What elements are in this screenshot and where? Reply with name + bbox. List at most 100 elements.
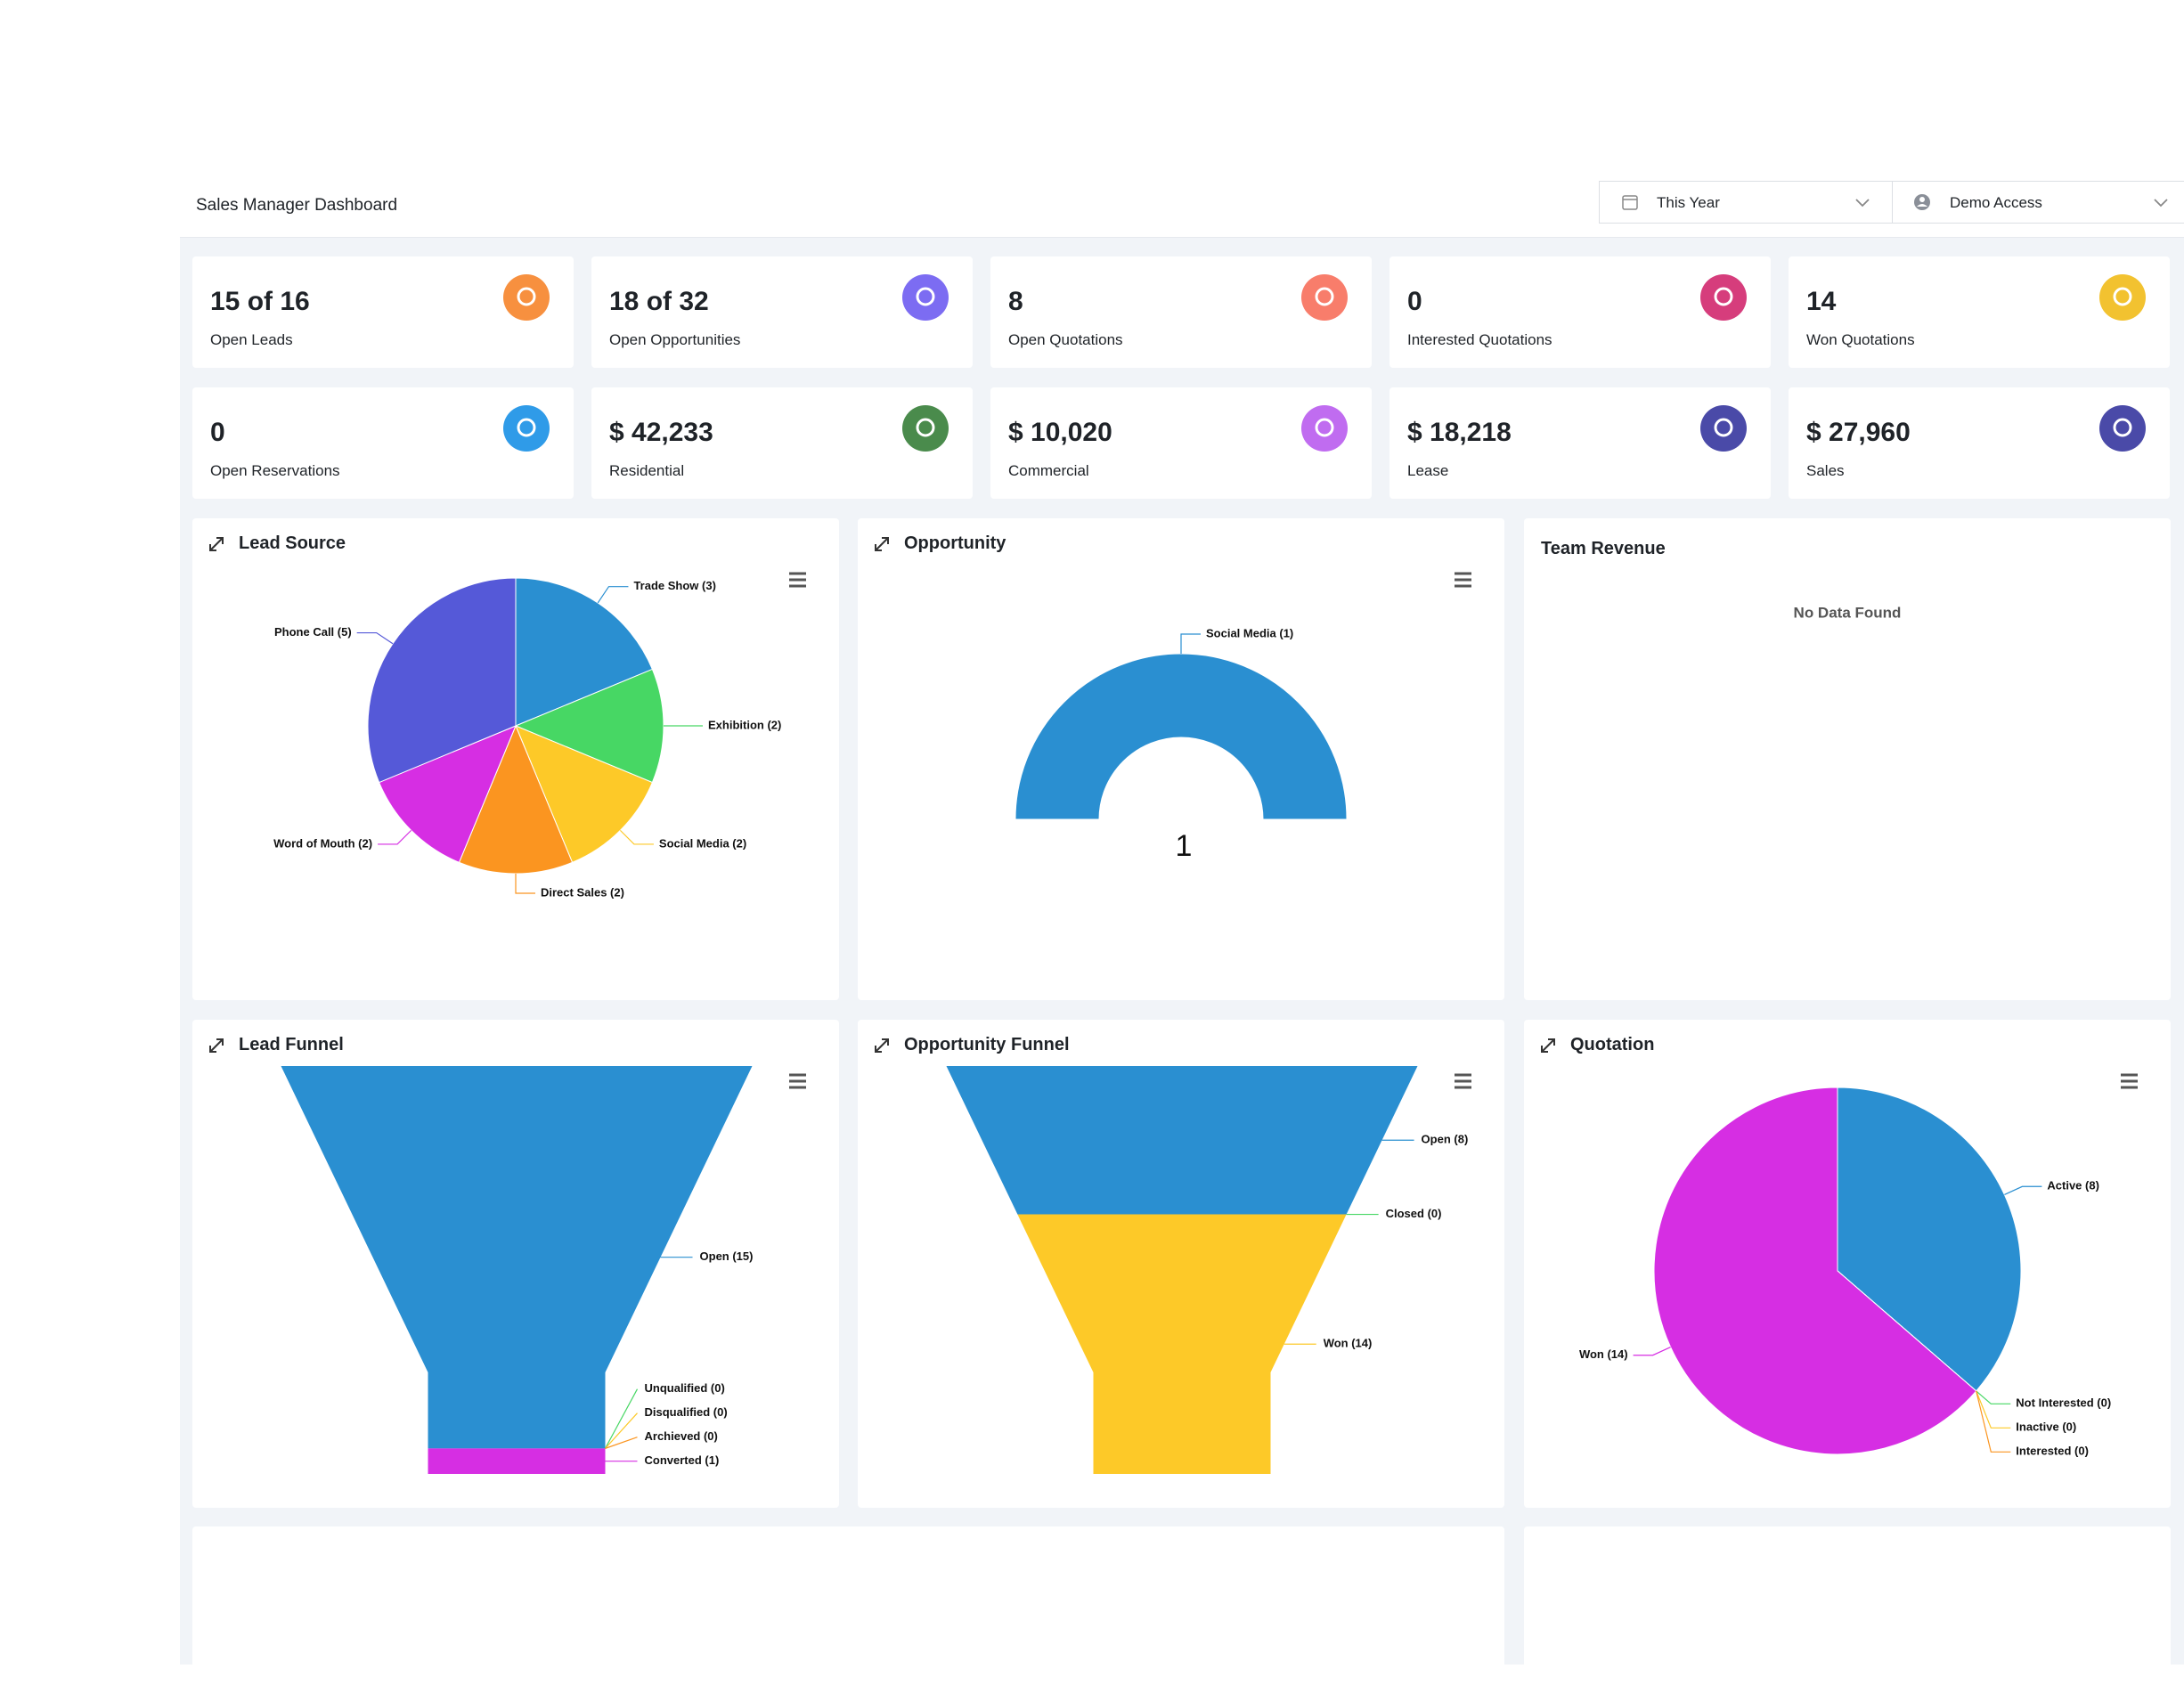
icon-stroke: [882, 537, 889, 544]
page-title: Sales Manager Dashboard: [196, 196, 398, 215]
kpi-label: Residential: [609, 462, 685, 479]
kpi-label: Open Reservations: [210, 462, 340, 479]
user-icon: [1914, 194, 1930, 210]
menu-bar: [789, 578, 806, 582]
menu-button[interactable]: [2121, 1073, 2138, 1089]
icon-stroke: [1548, 1038, 1555, 1046]
kpi-value: 8: [1008, 287, 1023, 316]
icon-glyph: [517, 287, 536, 306]
icon-glyph: [2113, 418, 2132, 437]
icon-circle: [902, 405, 949, 452]
panel-title: Team Revenue: [1541, 539, 1666, 558]
kpi-label: Sales: [1806, 462, 1845, 479]
kpi-icon: [1301, 274, 1348, 321]
leader-line: [1976, 1390, 2011, 1453]
chevron: [2154, 199, 2168, 208]
slice: [458, 724, 574, 875]
chart-panel: Team Revenue No Data Found: [1524, 518, 2171, 1000]
chevron: [1855, 199, 1870, 208]
kpi-value: $ 42,233: [609, 418, 713, 447]
kpi-value: $ 10,020: [1008, 418, 1112, 447]
menu-bar: [789, 584, 806, 588]
kpi-card: 8 Open Quotations: [990, 256, 1372, 368]
menu-bar: [1455, 578, 1471, 582]
icon-glyph: [1714, 287, 1733, 306]
icon-circle: [503, 405, 550, 452]
data-label: Won (14): [1579, 1347, 1628, 1361]
data-label: Trade Show (3): [633, 579, 715, 592]
data-label: Interested (0): [2016, 1445, 2089, 1458]
slice: [1653, 1087, 1977, 1455]
menu-bar: [789, 572, 806, 575]
icon-circle: [1700, 405, 1747, 452]
data-label: Open (15): [700, 1250, 754, 1263]
leader-line: [619, 829, 654, 845]
menu-button[interactable]: [789, 1073, 806, 1089]
kpi-icon: [1301, 405, 1348, 452]
expand-icon[interactable]: [1541, 1038, 1555, 1053]
chart-panel: Opportunity Funnel Open (8) Closed (0) Won …: [858, 1020, 1504, 1508]
expand-icon[interactable]: [875, 1038, 889, 1053]
kpi-icon: [503, 405, 550, 452]
icon-stroke: [209, 544, 216, 551]
icon-glyph: [1315, 287, 1334, 306]
menu-bar: [789, 1073, 806, 1077]
kpi-value: 0: [1407, 287, 1422, 316]
chart-panel: Quotation Active (8) Not Interested (0) Ina…: [1524, 1020, 2171, 1508]
data-label: Word of Mouth (2): [273, 836, 372, 850]
chart-panel: Opportunity Social Media (1) 1: [858, 518, 1504, 1000]
funnel-segment: [1017, 1214, 1347, 1474]
data-label: Converted (1): [645, 1453, 720, 1467]
icon-circle: [2099, 274, 2146, 321]
chart: Team Revenue No Data Found: [1541, 539, 1901, 621]
menu-button[interactable]: [1455, 572, 1471, 588]
kpi-value: 15 of 16: [210, 287, 310, 316]
period-filter[interactable]: This Year: [1599, 181, 1893, 224]
menu-bar: [1455, 1079, 1471, 1083]
icon-circle: [2099, 405, 2146, 452]
icon-stroke: [882, 1038, 889, 1046]
icon-stroke: [875, 544, 882, 551]
kpi-card: 18 of 32 Open Opportunities: [591, 256, 973, 368]
kpi-icon: [2099, 274, 2146, 321]
icon-stroke: [875, 537, 889, 551]
kpi-label: Won Quotations: [1806, 331, 1915, 348]
data-label: Inactive (0): [2016, 1420, 2076, 1434]
icon-stroke: [209, 1038, 224, 1053]
icon-circle: [1301, 405, 1348, 452]
icon-glyph: [517, 418, 536, 437]
expand-icon[interactable]: [875, 537, 889, 551]
kpi-value: $ 27,960: [1806, 418, 1911, 447]
data-label: Active (8): [2047, 1179, 2099, 1193]
menu-button[interactable]: [789, 572, 806, 588]
leader-line: [604, 1388, 639, 1449]
menu-button[interactable]: [1455, 1073, 1471, 1089]
expand-icon[interactable]: [209, 1038, 224, 1053]
slice: [378, 725, 517, 864]
filter-text: Demo Access: [1950, 194, 2042, 211]
kpi-icon: [902, 274, 949, 321]
menu-bar: [789, 1086, 806, 1089]
slice: [1015, 653, 1348, 820]
kpi-value: 14: [1806, 287, 1837, 316]
access-filter[interactable]: Demo Access: [1892, 181, 2184, 224]
filter-text: This Year: [1657, 194, 1720, 211]
leader-line: [605, 1437, 638, 1449]
kpi-label: Open Opportunities: [609, 331, 741, 348]
data-label: Phone Call (5): [274, 625, 352, 639]
data-label: Closed (0): [1386, 1207, 1442, 1220]
leader-line: [597, 586, 629, 604]
kpi-card: $ 27,960 Sales: [1789, 387, 2170, 499]
funnel-segment: [281, 1066, 753, 1449]
data-label: Direct Sales (2): [541, 885, 624, 899]
icon-glyph: [916, 287, 935, 306]
leader-line: [356, 631, 394, 645]
menu-bar: [1455, 584, 1471, 588]
expand-icon[interactable]: [209, 537, 224, 551]
chart: Opportunity Social Media (1) 1: [875, 533, 1471, 863]
slice: [1837, 1087, 2022, 1392]
menu-bar: [1455, 572, 1471, 575]
funnel-segment: [946, 1066, 1418, 1215]
icon-stroke: [1541, 1038, 1555, 1053]
